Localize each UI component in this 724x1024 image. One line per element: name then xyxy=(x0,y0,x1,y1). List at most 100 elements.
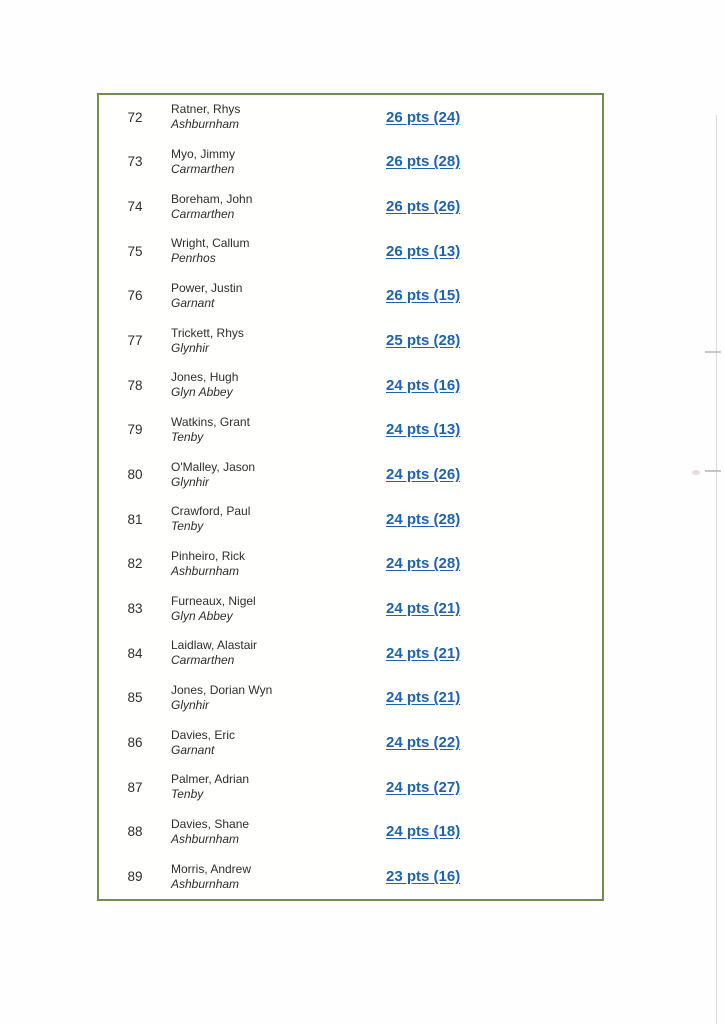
position-cell: 73 xyxy=(127,154,143,170)
score-link[interactable]: 26 pts (15) xyxy=(386,287,461,305)
position-cell: 81 xyxy=(127,511,143,527)
player-name: Wright, Callum xyxy=(171,236,250,251)
player-cell: Furneaux, Nigel Glyn Abbey xyxy=(171,594,386,624)
table-row: 81 Crawford, Paul Tenby 24 pts (28) xyxy=(99,497,602,542)
score-link[interactable]: 24 pts (16) xyxy=(386,376,461,394)
score-link[interactable]: 26 pts (26) xyxy=(386,198,461,216)
player-name: Trickett, Rhys xyxy=(171,325,244,340)
player-cell: Pinheiro, Rick Ashburnham xyxy=(171,549,386,579)
position-cell: 82 xyxy=(127,556,143,572)
player-cell: Crawford, Paul Tenby xyxy=(171,504,386,534)
position-cell: 77 xyxy=(127,333,143,349)
player-cell: Myo, Jimmy Carmarthen xyxy=(171,147,386,177)
score-link[interactable]: 25 pts (28) xyxy=(386,332,461,350)
player-club: Ashburnham xyxy=(171,831,240,846)
score-link[interactable]: 24 pts (28) xyxy=(386,510,461,528)
player-cell: Jones, Hugh Glyn Abbey xyxy=(171,370,386,400)
table-row: 86 Davies, Eric Garnant 24 pts (22) xyxy=(99,720,602,765)
position-cell: 86 xyxy=(127,735,143,751)
position-cell: 80 xyxy=(127,467,143,483)
table-row: 85 Jones, Dorian Wyn Glynhir 24 pts (21) xyxy=(99,676,602,721)
player-name: Laidlaw, Alastair xyxy=(171,638,258,653)
score-link[interactable]: 24 pts (21) xyxy=(386,644,461,662)
player-club: Garnant xyxy=(171,295,215,310)
player-club: Glynhir xyxy=(171,474,210,489)
position-cell: 84 xyxy=(127,645,143,661)
player-cell: Wright, Callum Penrhos xyxy=(171,236,386,266)
position-cell: 76 xyxy=(127,288,143,304)
player-name: Ratner, Rhys xyxy=(171,102,241,117)
table-row: 83 Furneaux, Nigel Glyn Abbey 24 pts (21… xyxy=(99,586,602,631)
score-link[interactable]: 24 pts (21) xyxy=(386,600,461,618)
score-link[interactable]: 24 pts (13) xyxy=(386,421,461,439)
table-row: 75 Wright, Callum Penrhos 26 pts (13) xyxy=(99,229,602,274)
player-name: Davies, Eric xyxy=(171,727,236,742)
player-club: Ashburnham xyxy=(171,876,240,891)
player-name: Morris, Andrew xyxy=(171,861,252,876)
player-club: Penrhos xyxy=(171,251,216,266)
player-name: Watkins, Grant xyxy=(171,414,250,429)
player-name: O'Malley, Jason xyxy=(171,459,256,474)
player-cell: Davies, Eric Garnant xyxy=(171,728,386,758)
player-cell: Palmer, Adrian Tenby xyxy=(171,772,386,802)
player-cell: Davies, Shane Ashburnham xyxy=(171,817,386,847)
player-name: Palmer, Adrian xyxy=(171,772,250,787)
player-name: Jones, Hugh xyxy=(171,370,239,385)
table-row: 78 Jones, Hugh Glyn Abbey 24 pts (16) xyxy=(99,363,602,408)
player-club: Garnant xyxy=(171,742,215,757)
score-link[interactable]: 24 pts (21) xyxy=(386,689,461,707)
player-name: Boreham, John xyxy=(171,191,253,206)
player-club: Tenby xyxy=(171,787,204,802)
player-club: Tenby xyxy=(171,429,204,444)
results-table: 72 Ratner, Rhys Ashburnham 26 pts (24) 7… xyxy=(97,93,604,901)
position-cell: 89 xyxy=(127,869,143,885)
scan-smudge xyxy=(692,470,700,475)
score-link[interactable]: 26 pts (13) xyxy=(386,242,461,260)
table-row: 76 Power, Justin Garnant 26 pts (15) xyxy=(99,274,602,319)
table-row: 77 Trickett, Rhys Glynhir 25 pts (28) xyxy=(99,318,602,363)
player-cell: Trickett, Rhys Glynhir xyxy=(171,326,386,356)
player-club: Tenby xyxy=(171,519,204,534)
player-cell: Jones, Dorian Wyn Glynhir xyxy=(171,683,386,713)
player-name: Furneaux, Nigel xyxy=(171,593,256,608)
scan-tick-mark xyxy=(705,351,721,353)
position-cell: 78 xyxy=(127,377,143,393)
player-cell: Power, Justin Garnant xyxy=(171,281,386,311)
table-row: 84 Laidlaw, Alastair Carmarthen 24 pts (… xyxy=(99,631,602,676)
table-row: 82 Pinheiro, Rick Ashburnham 24 pts (28) xyxy=(99,542,602,587)
score-link[interactable]: 26 pts (28) xyxy=(386,153,461,171)
score-link[interactable]: 24 pts (18) xyxy=(386,823,461,841)
table-row: 87 Palmer, Adrian Tenby 24 pts (27) xyxy=(99,765,602,810)
position-cell: 83 xyxy=(127,601,143,617)
player-name: Power, Justin xyxy=(171,280,243,295)
player-cell: Morris, Andrew Ashburnham xyxy=(171,862,386,892)
table-row: 88 Davies, Shane Ashburnham 24 pts (18) xyxy=(99,810,602,855)
position-cell: 88 xyxy=(127,824,143,840)
score-link[interactable]: 23 pts (16) xyxy=(386,868,461,886)
table-row: 73 Myo, Jimmy Carmarthen 26 pts (28) xyxy=(99,140,602,185)
table-row: 72 Ratner, Rhys Ashburnham 26 pts (24) xyxy=(99,95,602,140)
score-link[interactable]: 26 pts (24) xyxy=(386,108,461,126)
player-name: Crawford, Paul xyxy=(171,504,251,519)
score-link[interactable]: 24 pts (27) xyxy=(386,778,461,796)
table-row: 79 Watkins, Grant Tenby 24 pts (13) xyxy=(99,408,602,453)
player-name: Pinheiro, Rick xyxy=(171,548,246,563)
table-row: 74 Boreham, John Carmarthen 26 pts (26) xyxy=(99,184,602,229)
score-link[interactable]: 24 pts (26) xyxy=(386,466,461,484)
score-link[interactable]: 24 pts (28) xyxy=(386,555,461,573)
player-club: Glyn Abbey xyxy=(171,608,233,623)
position-cell: 85 xyxy=(127,690,143,706)
position-cell: 75 xyxy=(127,243,143,259)
player-cell: Boreham, John Carmarthen xyxy=(171,192,386,222)
player-club: Carmarthen xyxy=(171,653,235,668)
player-name: Myo, Jimmy xyxy=(171,146,235,161)
scan-tick-mark xyxy=(705,470,721,472)
player-cell: Watkins, Grant Tenby xyxy=(171,415,386,445)
position-cell: 74 xyxy=(127,199,143,215)
score-link[interactable]: 24 pts (22) xyxy=(386,734,461,752)
player-cell: O'Malley, Jason Glynhir xyxy=(171,460,386,490)
player-cell: Ratner, Rhys Ashburnham xyxy=(171,102,386,132)
player-club: Glyn Abbey xyxy=(171,385,233,400)
position-cell: 79 xyxy=(127,422,143,438)
player-name: Davies, Shane xyxy=(171,816,250,831)
